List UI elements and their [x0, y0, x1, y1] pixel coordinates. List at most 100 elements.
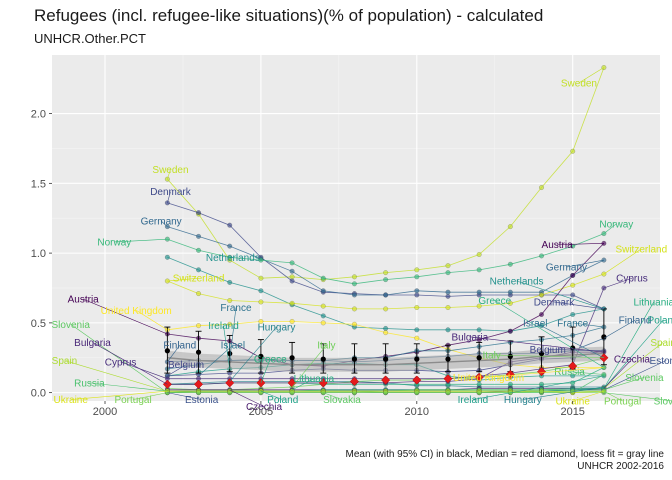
label-leader-portugal [133, 392, 168, 400]
series-label-italy: Italy [482, 350, 500, 361]
series-label-cyprus: Cyprus [616, 274, 648, 285]
label-leader-poland [603, 319, 664, 389]
series-label-spain: Spain [650, 338, 672, 349]
point-sweden [570, 148, 576, 154]
series-label-spain: Spain [52, 356, 78, 367]
point-austria [476, 337, 482, 343]
median-diamond [349, 376, 359, 387]
point-united-kingdom [414, 335, 420, 341]
median-diamond [193, 379, 204, 389]
label-leader-greece [260, 359, 271, 383]
label-leader-spain [64, 360, 168, 392]
x-tick-label: 2010 [405, 406, 429, 418]
caption-methods: Mean (with 95% CI) in black, Median = re… [345, 449, 665, 460]
series-label-bulgaria: Bulgaria [74, 338, 111, 349]
mean-point [164, 348, 170, 354]
mean-point [538, 350, 545, 357]
mean-point [258, 353, 264, 359]
series-label-norway: Norway [97, 237, 131, 248]
point-sweden [507, 224, 513, 230]
point-germany [476, 289, 482, 295]
median-diamond [536, 367, 547, 377]
label-leader-israel [535, 322, 605, 359]
mean-point [195, 349, 202, 355]
point-denmark [570, 292, 576, 298]
point-netherlands [320, 313, 326, 319]
label-leader-finland [167, 345, 181, 363]
series-label-hungary: Hungary [258, 323, 296, 334]
point-germany [383, 292, 389, 298]
point-portugal [570, 388, 576, 394]
series-label-russia: Russia [74, 378, 105, 389]
mean-point [601, 334, 607, 340]
series-labels: Sweden Denmark Germany Norway Netherlands Swi… [52, 67, 672, 413]
series-label-lithuania: Lithuania [294, 374, 335, 385]
point-norway [476, 267, 482, 273]
label-leader-bulgaria [92, 342, 168, 385]
point-netherlands [227, 279, 233, 285]
y-tick-label: 0.0 [31, 388, 46, 400]
point-netherlands [445, 327, 451, 333]
label-leader-austria [557, 243, 604, 246]
label-leader-ukraine [572, 390, 604, 402]
point-portugal [195, 390, 202, 396]
point-sweden [476, 251, 482, 258]
point-norway [538, 253, 545, 259]
point-netherlands [570, 311, 576, 318]
point-netherlands [258, 288, 264, 294]
label-leader-czechia [603, 358, 633, 389]
label-leader-switzerland [167, 277, 199, 282]
mean-point [289, 355, 295, 361]
median-diamond [474, 372, 484, 382]
label-leader-bulgaria [469, 336, 604, 353]
point-united-kingdom [320, 320, 326, 326]
label-leader-russia [569, 371, 604, 375]
point-portugal [227, 390, 233, 396]
point-switzerland [320, 303, 326, 309]
series-label-greece: Greece [254, 355, 287, 366]
point-switzerland [227, 297, 233, 304]
label-leader-slovenia [70, 324, 168, 393]
label-leader-norway [114, 238, 168, 243]
series-label-slovenia: Slovenia [625, 373, 664, 384]
point-norway [445, 270, 451, 276]
series-label-france: France [220, 303, 252, 314]
axes: 2000 2005 2010 2015 0.0 0.5 1.0 1.5 2.0 [31, 109, 585, 418]
series-label-estonia: Estonia [185, 395, 219, 406]
label-leader-spain [603, 342, 664, 389]
point-denmark [289, 278, 295, 284]
label-leader-cyprus [603, 277, 633, 289]
point-germany [414, 288, 420, 294]
series-label-lithuania: Lithuania [633, 297, 672, 308]
point-sweden [538, 184, 545, 191]
label-leader-slovakia [603, 392, 672, 402]
point-norway [258, 257, 264, 263]
label-leader-sweden [167, 169, 171, 180]
series-label-austria: Austria [68, 295, 100, 306]
point-netherlands [414, 327, 420, 333]
label-leader-netherlands [516, 280, 604, 310]
series-label-portugal: Portugal [114, 395, 151, 406]
point-norway [570, 243, 576, 249]
series-label-slovakia: Slovakia [323, 395, 361, 406]
label-leader-united-kingdom [488, 367, 604, 378]
series-label-israel: Israel [221, 341, 245, 352]
series-label-denmark: Denmark [534, 297, 576, 308]
series-label-netherlands: Netherlands [206, 253, 260, 264]
point-portugal [414, 390, 420, 396]
series-label-belgium: Belgium [168, 360, 204, 371]
point-norway [320, 275, 326, 281]
point-ireland [570, 373, 576, 379]
label-leader-belgium [167, 364, 187, 377]
label-leader-ukraine [70, 390, 168, 400]
label-leader-ireland [223, 325, 231, 369]
point-netherlands [164, 254, 170, 260]
summary-statistics [162, 308, 609, 389]
point-portugal [258, 390, 264, 396]
point-germany [289, 268, 295, 274]
label-leader-slovakia [323, 392, 343, 400]
series-label-cyprus: Cyprus [105, 357, 137, 368]
point-portugal [445, 390, 451, 396]
x-tick-label: 2000 [93, 406, 117, 418]
label-leader-switzerland [603, 248, 642, 275]
